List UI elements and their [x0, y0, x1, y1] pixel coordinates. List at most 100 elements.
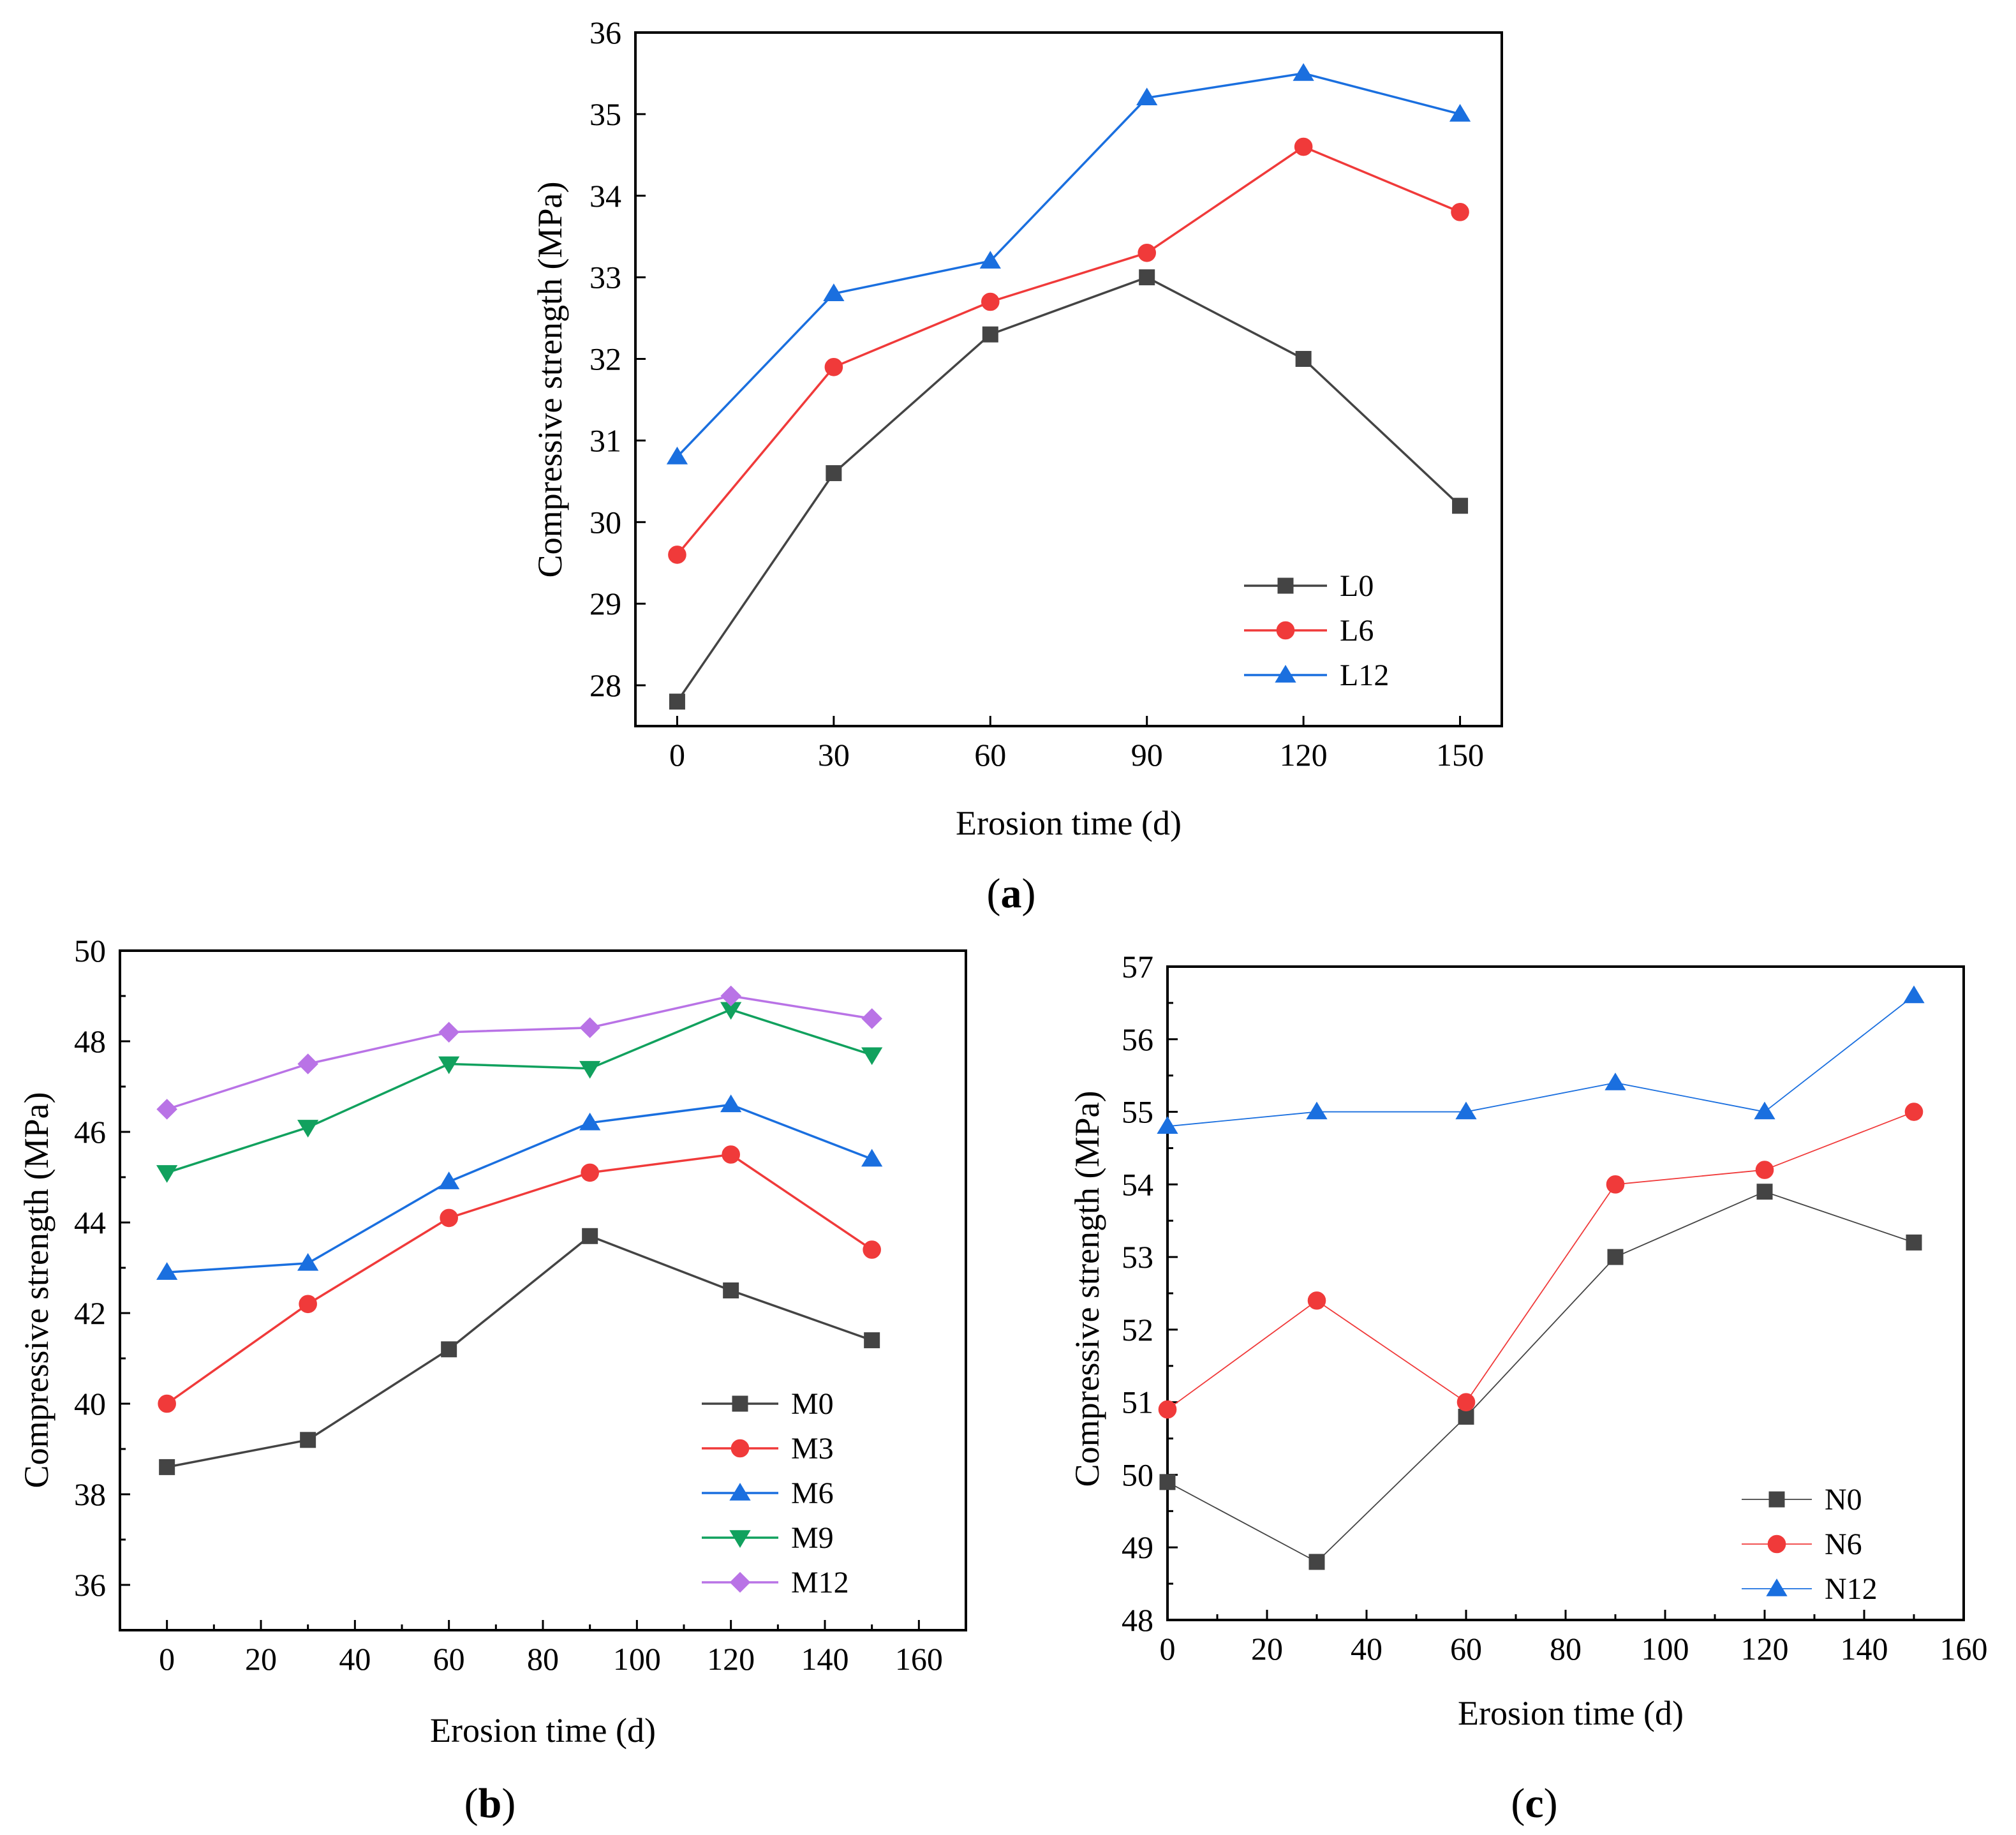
plot-area-a [634, 31, 1503, 727]
data-point-M12 [579, 1017, 600, 1039]
data-point-N0 [1756, 1184, 1773, 1200]
data-point-L12 [1449, 103, 1471, 122]
y-tick-label: 34 [589, 178, 621, 214]
series-line-N6 [1167, 1111, 1915, 1410]
data-point-L0 [826, 465, 842, 482]
x-tick-label: 60 [433, 1641, 465, 1677]
y-tick-label: 36 [74, 1567, 106, 1603]
data-point-M12 [156, 1099, 177, 1120]
data-point-M0 [300, 1432, 316, 1448]
y-tick-label: 30 [589, 504, 621, 540]
y-tick-label: 35 [589, 96, 621, 132]
series-line-M12 [167, 995, 872, 1111]
chart-panel-b: 0 20 40 60 80 100 120 140 160 36 38 40 42 44 46 48 50 M0 M… [17, 933, 967, 1827]
data-point-L0 [669, 694, 685, 710]
data-point-L6 [824, 358, 843, 376]
y-tick-label: 31 [589, 422, 621, 458]
x-tick-label: 20 [245, 1641, 277, 1677]
x-tick-label: 140 [1841, 1631, 1888, 1667]
data-point-L0 [1139, 269, 1155, 286]
x-axis-title-c: Erosion time (d) [1458, 1694, 1684, 1732]
x-tick-label: 90 [1131, 737, 1163, 773]
data-point-L12 [1136, 87, 1158, 106]
legend-marker-M6 [729, 1483, 751, 1501]
data-point-N12 [1306, 1101, 1328, 1120]
chart-panel-c: 0 20 40 60 80 100 120 140 160 48 49 50 51 52 53 54 55 56 5… [1068, 949, 1988, 1827]
y-tick-label: 38 [74, 1476, 106, 1512]
series-line-L12 [676, 72, 1460, 458]
x-tick-label: 0 [159, 1641, 175, 1677]
data-point-L6 [1451, 203, 1469, 221]
data-point-L12 [979, 251, 1001, 269]
panel-label-c: (c) [1511, 1780, 1557, 1827]
y-tick-label: 44 [74, 1205, 106, 1240]
x-tick-label: 140 [801, 1641, 849, 1677]
x-tick-label: 160 [1940, 1631, 1988, 1667]
legend-label-N0: N0 [1825, 1483, 1862, 1517]
x-tick-label: 100 [613, 1641, 661, 1677]
x-tick-label: 40 [339, 1641, 371, 1677]
y-tick-label: 51 [1122, 1385, 1153, 1420]
series-line-L6 [676, 145, 1461, 556]
y-tick-label: 29 [589, 586, 621, 621]
data-point-N6 [1307, 1291, 1326, 1310]
x-tick-label: 0 [669, 737, 685, 773]
legend-label-M0: M0 [791, 1387, 834, 1421]
data-point-N0 [1906, 1234, 1922, 1251]
data-point-M12 [297, 1053, 318, 1074]
data-point-M12 [720, 985, 741, 1007]
series-line-M3 [166, 1153, 873, 1405]
y-tick-label: 33 [589, 260, 621, 295]
legend-label-M12: M12 [791, 1566, 849, 1600]
data-point-N12 [1455, 1101, 1477, 1120]
data-point-M3 [863, 1240, 881, 1259]
data-point-L0 [1452, 498, 1469, 514]
y-tick-label: 52 [1122, 1312, 1153, 1348]
x-axis-title-a: Erosion time (d) [956, 804, 1182, 842]
y-axis-title-b: Compressive strength (MPa) [17, 1092, 56, 1489]
legend-label-M6: M6 [791, 1476, 834, 1510]
legend-marker-M9 [729, 1530, 751, 1548]
data-point-L6 [981, 292, 1000, 311]
data-point-M0 [864, 1332, 880, 1349]
y-tick-label: 54 [1122, 1166, 1153, 1202]
x-tick-label: 120 [1741, 1631, 1789, 1667]
legend-label-M9: M9 [791, 1521, 834, 1555]
data-point-M6 [579, 1112, 601, 1131]
data-point-M3 [158, 1394, 176, 1413]
legend-marker-M0 [732, 1395, 748, 1412]
x-tick-label: 100 [1642, 1631, 1689, 1667]
y-tick-label: 49 [1122, 1529, 1153, 1565]
y-tick-label: 50 [1122, 1457, 1153, 1492]
data-point-M0 [159, 1459, 175, 1475]
data-point-M3 [581, 1163, 599, 1182]
data-point-M12 [861, 1008, 882, 1029]
data-point-L12 [666, 447, 688, 464]
y-tick-label: 40 [74, 1386, 106, 1422]
data-point-N6 [1606, 1175, 1625, 1194]
series-line-M6 [167, 1103, 873, 1274]
data-point-L0 [1295, 351, 1312, 368]
data-point-M6 [861, 1148, 883, 1167]
data-point-M3 [722, 1145, 740, 1164]
data-point-L6 [1138, 243, 1157, 262]
legend-label-L6: L6 [1340, 614, 1374, 648]
chart-panel-a: 0 30 60 90 120 150 28 29 30 31 32 33 34 35 36 L0 L6 L12 E… [531, 15, 1503, 917]
x-tick-label: 80 [527, 1641, 559, 1677]
legend-marker-M12 [729, 1571, 751, 1593]
data-point-L12 [823, 283, 845, 301]
data-point-N0 [1458, 1408, 1474, 1425]
y-tick-label: 28 [589, 667, 621, 703]
legend-marker-L6 [1276, 621, 1295, 640]
legend-label-L0: L0 [1340, 569, 1374, 603]
x-tick-label: 160 [895, 1641, 943, 1677]
data-point-M6 [438, 1171, 460, 1189]
data-point-M9 [579, 1060, 601, 1079]
legend-label-M3: M3 [791, 1432, 834, 1466]
legend-marker-M3 [730, 1439, 750, 1458]
data-point-N6 [1755, 1161, 1774, 1179]
x-tick-label: 30 [818, 737, 850, 773]
data-point-N6 [1158, 1400, 1177, 1419]
data-point-L12 [1293, 63, 1314, 81]
